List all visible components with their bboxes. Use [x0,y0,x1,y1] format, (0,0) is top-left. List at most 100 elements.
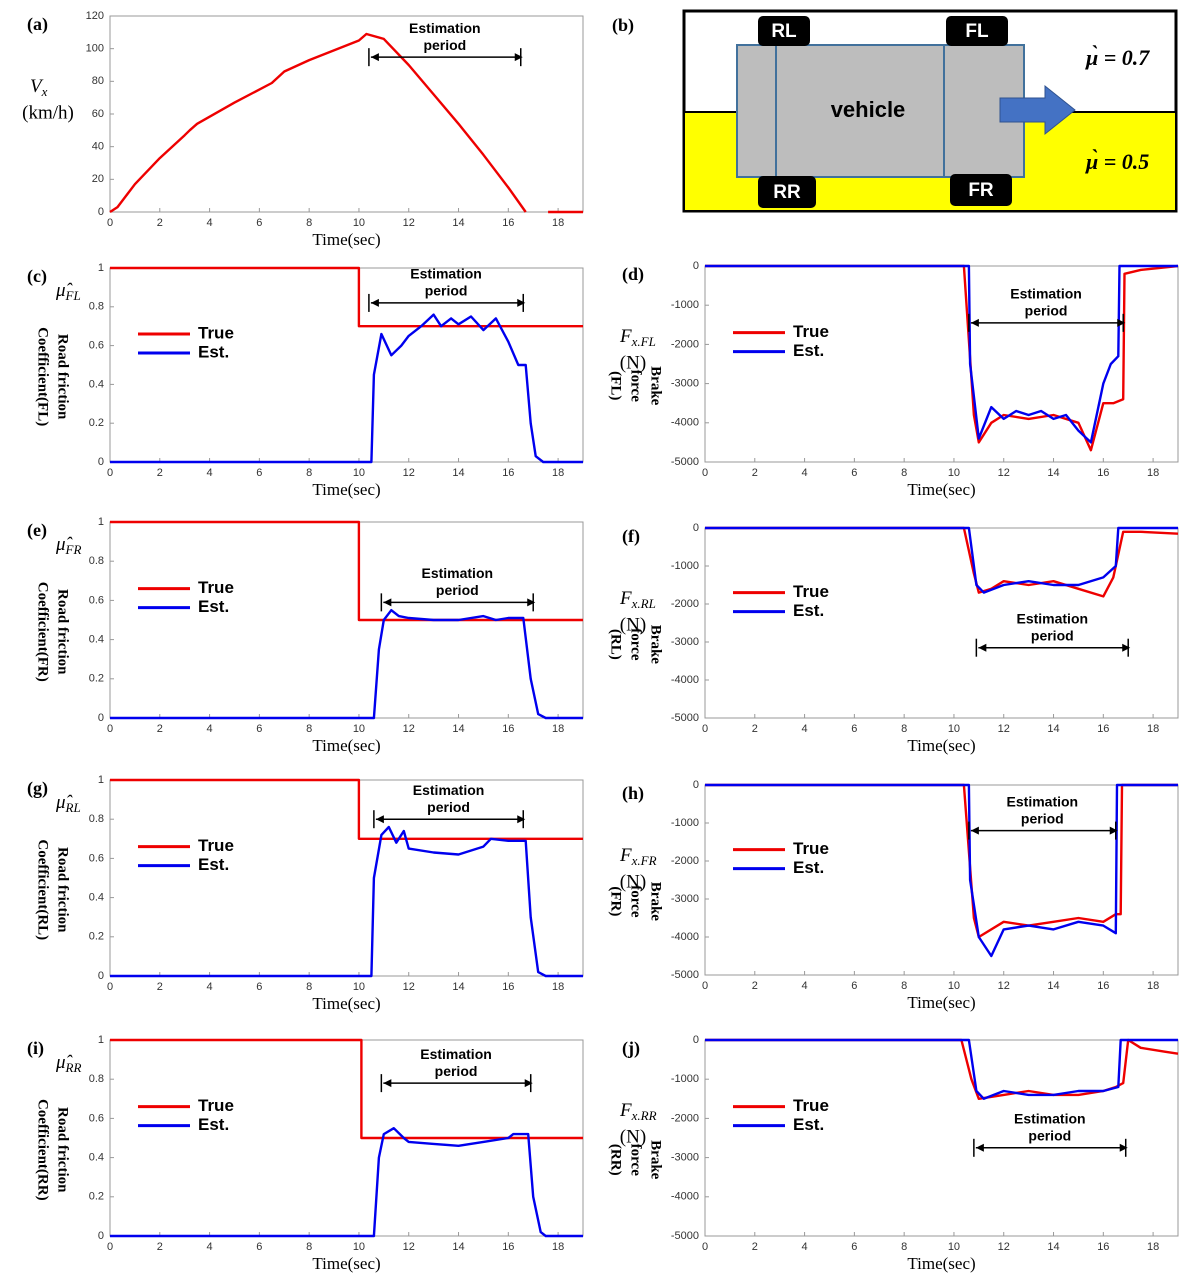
annotation-head [978,643,987,652]
symbol-base: F [619,326,632,347]
y-tick-label: 0.4 [89,378,104,390]
y-axis-title: force [628,1144,644,1177]
x-tick-label: 4 [802,980,808,992]
annotation-head [970,318,979,327]
annotation-head [383,598,392,607]
annotation-head [370,53,379,62]
y-tick-label: -1000 [671,560,699,572]
x-tick-label: 16 [502,217,514,229]
x-axis-title: Time(sec) [312,230,380,249]
chart: 0 2 4 6 8 10 12 14 16 18 0 0.2 0.4 0.6 0.8 1 Estimationp… [27,262,584,499]
series-line [705,526,1178,594]
annotation-text: Estimation [409,20,481,36]
x-tick-label: 2 [157,723,163,735]
annotation-head [970,826,979,835]
annotation-head [517,815,526,824]
symbol-sub: x [41,84,48,99]
x-tick-label: 0 [702,1241,708,1253]
series-line [110,266,583,328]
chart: 0 2 4 6 8 10 12 14 16 18 0 20 40 60 80 100 120 Estimation… [22,10,584,249]
y-tick-label: 1 [98,516,104,528]
x-tick-label: 10 [948,980,960,992]
symbol-sub: x.FL [631,334,656,349]
y-axis-title: force [628,885,644,918]
y-tick-label: 0.8 [89,1073,104,1085]
annotation-text: Estimation [1016,610,1088,626]
series-line [110,313,583,464]
series-line [110,1038,583,1140]
wheel [758,176,816,208]
y-tick-label: -5000 [671,1230,699,1242]
panel-label: (j) [622,1038,640,1059]
x-tick-label: 2 [752,1241,758,1253]
x-tick-label: 8 [901,1241,907,1253]
x-tick-label: 0 [107,723,113,735]
y-tick-label: -3000 [671,636,699,648]
y-tick-label: 0.4 [89,634,104,646]
friction-label: μ̀ = 0.5 [1085,149,1149,174]
annotation-head [1109,826,1118,835]
x-tick-label: 2 [157,981,163,993]
y-tick-label: 0.8 [89,813,104,825]
y-axis-title: (FR) [608,886,624,916]
x-tick-label: 0 [107,217,113,229]
y-axis-title: Coefficient(FL) [35,327,51,426]
x-axis-title: Time(sec) [907,1254,975,1273]
x-tick-label: 10 [948,723,960,735]
annotation-text: Estimation [1014,1111,1086,1127]
x-tick-label: 10 [353,217,365,229]
y-tick-label: 20 [92,173,104,185]
symbol-sub: x.RR [631,1108,657,1123]
y-axis-symbol: Vx [30,76,48,99]
annotation-text: Estimation [420,1046,492,1062]
x-tick-label: 12 [403,467,415,479]
vehicle-label: vehicle [831,97,906,122]
annotation-text: period [1021,810,1064,826]
annotation-text: period [1025,303,1068,319]
symbol-sub: x.RL [631,596,656,611]
y-tick-label: 60 [92,108,104,120]
x-tick-label: 18 [1147,467,1159,479]
symbol-sub: x.FR [631,853,657,868]
chart: 0 2 4 6 8 10 12 14 16 18 -5000 -4000 -3000 -2000 -1000… [608,779,1179,1012]
x-tick-label: 0 [702,723,708,735]
legend-label: True [793,839,829,858]
x-tick-label: 0 [107,981,113,993]
y-tick-label: -1000 [671,1073,699,1085]
y-axis-title: Road friction [55,847,71,933]
series-line [110,825,583,978]
y-tick-label: -1000 [671,299,699,311]
x-tick-label: 4 [207,723,213,735]
diagram: (b) vehicle RL FL RR FR μ̀ = 0.7 μ̀ = 0.… [612,9,1178,213]
x-tick-label: 0 [107,1241,113,1253]
y-axis-title: Brake [648,882,664,922]
y-tick-label: 1 [98,262,104,274]
x-tick-label: 18 [552,467,564,479]
x-tick-label: 10 [353,723,365,735]
chart: 0 2 4 6 8 10 12 14 16 18 0 0.2 0.4 0.6 0.8 1 Estimationp… [27,774,584,1013]
y-tick-label: 0 [693,522,699,534]
y-axis-symbol: Fx.FR [619,845,657,868]
annotation-text: period [1031,627,1074,643]
y-tick-label: 1 [98,1034,104,1046]
x-tick-label: 4 [802,1241,808,1253]
x-tick-label: 12 [998,467,1010,479]
y-tick-label: -4000 [671,417,699,429]
y-axis-title: Road friction [55,1107,71,1193]
x-tick-label: 8 [901,467,907,479]
annotation-head [375,815,384,824]
x-tick-label: 8 [306,217,312,229]
symbol-sub: FL [65,288,81,303]
y-tick-label: 0.2 [89,1191,104,1203]
legend-label: Est. [198,1115,229,1134]
y-tick-label: -3000 [671,1152,699,1164]
y-axis-title: (RL) [608,629,624,660]
x-axis-title: Time(sec) [312,480,380,499]
legend-label: Est. [793,858,824,877]
x-tick-label: 14 [452,217,464,229]
x-tick-label: 6 [851,723,857,735]
panel-label: (b) [612,15,634,36]
annotation-head [1119,1143,1128,1152]
y-axis-unit: (N) [620,614,646,635]
x-tick-label: 2 [157,1241,163,1253]
